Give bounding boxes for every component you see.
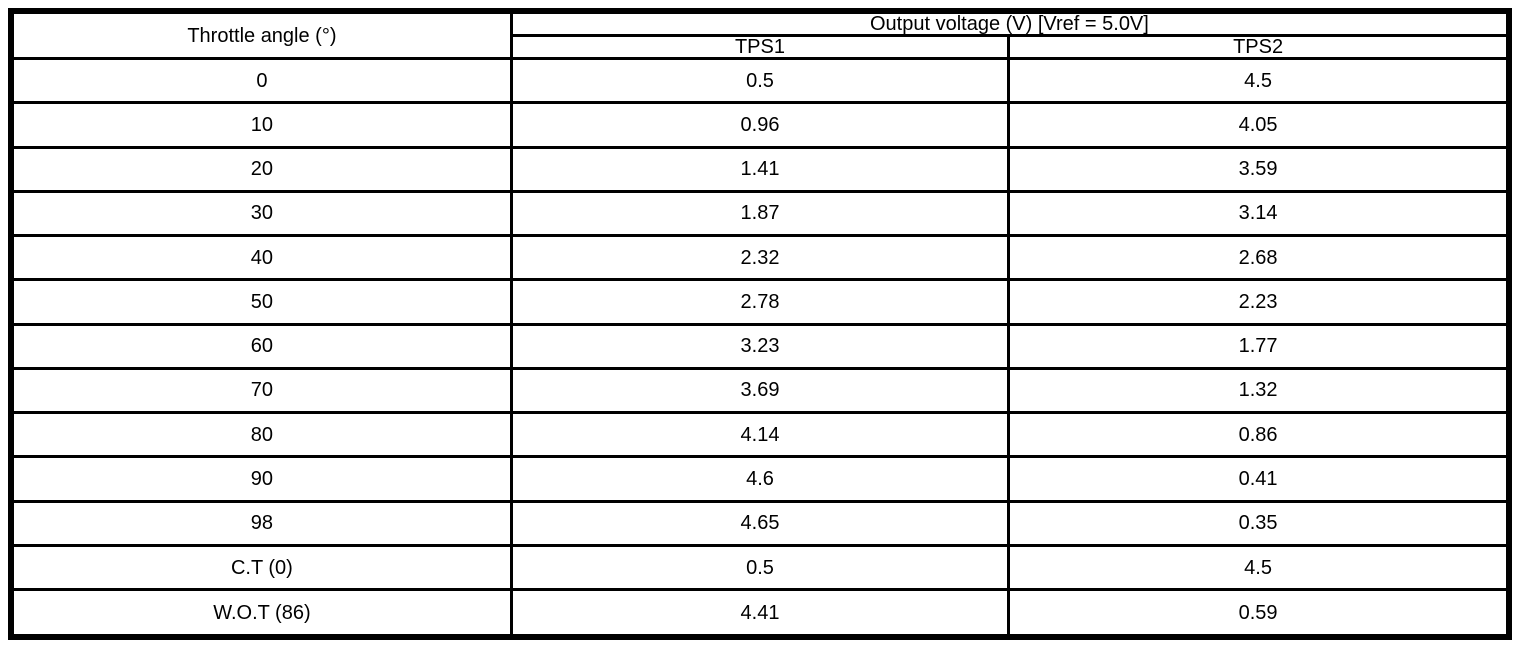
header-row-sub: TPS1 TPS2: [11, 34, 1511, 60]
throttle-tps-table-container: Throttle angle (°) Output voltage (V) [V…: [8, 8, 1512, 640]
throttle-angle-cell: 10: [9, 101, 513, 149]
tps2-column-header: TPS2: [1007, 34, 1511, 60]
tps1-value-cell: 3.69: [509, 366, 1011, 415]
throttle-angle-header: Throttle angle (°): [9, 9, 513, 60]
throttle-angle-cell: C.T (0): [9, 543, 513, 592]
throttle-angle-cell: 60: [9, 322, 513, 370]
table-row: 10 0.96 4.05: [9, 101, 1511, 149]
tps2-value-cell: 4.5: [1007, 56, 1511, 105]
throttle-angle-cell: 70: [9, 366, 513, 415]
tps1-column-header: TPS1: [509, 34, 1011, 60]
tps1-value-cell: 4.6: [509, 455, 1011, 503]
tps2-value-cell: 0.59: [1007, 588, 1511, 639]
table-row: W.O.T (86) 4.41 0.59: [9, 588, 1511, 639]
tps2-value-cell: 3.14: [1007, 189, 1511, 238]
tps2-value-cell: 0.41: [1007, 455, 1511, 503]
table-row: 98 4.65 0.35: [9, 499, 1511, 547]
table-row: 0 0.5 4.5: [9, 56, 1511, 105]
tps1-value-cell: 1.87: [509, 189, 1011, 238]
throttle-angle-cell: 0: [9, 56, 513, 105]
table-row: 40 2.32 2.68: [9, 234, 1511, 282]
tps1-value-cell: 2.78: [509, 278, 1011, 326]
tps2-value-cell: 0.86: [1007, 411, 1511, 459]
table-row: 60 3.23 1.77: [9, 322, 1511, 370]
tps1-value-cell: 3.23: [509, 322, 1011, 370]
tps2-value-cell: 1.32: [1007, 366, 1511, 415]
throttle-angle-cell: 90: [9, 455, 513, 503]
tps2-value-cell: 1.77: [1007, 322, 1511, 370]
tps2-value-cell: 4.05: [1007, 101, 1511, 149]
output-voltage-group-header: Output voltage (V) [Vref = 5.0V]: [509, 9, 1511, 37]
table-body: 0 0.5 4.5 10 0.96 4.05 20 1.41 3.59 30 1…: [9, 56, 1511, 639]
throttle-angle-cell: 98: [9, 499, 513, 547]
tps2-value-cell: 2.68: [1007, 234, 1511, 282]
tps2-value-cell: 3.59: [1007, 145, 1511, 193]
throttle-tps-table: Throttle angle (°) Output voltage (V) [V…: [8, 8, 1512, 640]
throttle-angle-cell: 80: [9, 411, 513, 459]
tps1-value-cell: 4.41: [509, 588, 1011, 639]
table-row: 70 3.69 1.32: [9, 366, 1511, 415]
tps2-value-cell: 4.5: [1007, 543, 1511, 592]
throttle-angle-cell: W.O.T (86): [9, 588, 513, 639]
table-row: 90 4.6 0.41: [9, 455, 1511, 503]
throttle-angle-cell: 20: [9, 145, 513, 193]
table-row: 80 4.14 0.86: [9, 411, 1511, 459]
tps1-value-cell: 0.96: [509, 101, 1011, 149]
tps1-value-cell: 4.14: [509, 411, 1011, 459]
header-row-group: Throttle angle (°) Output voltage (V) [V…: [9, 9, 1511, 60]
tps1-value-cell: 2.32: [509, 234, 1011, 282]
throttle-angle-cell: 30: [9, 189, 513, 238]
tps1-value-cell: 4.65: [509, 499, 1011, 547]
table-row: 50 2.78 2.23: [9, 278, 1511, 326]
table-header: Throttle angle (°) Output voltage (V) [V…: [9, 9, 1511, 60]
table-row: 30 1.87 3.14: [9, 189, 1511, 238]
tps2-value-cell: 2.23: [1007, 278, 1511, 326]
tps1-value-cell: 0.5: [509, 543, 1011, 592]
tps1-value-cell: 0.5: [509, 56, 1011, 105]
table-row: C.T (0) 0.5 4.5: [9, 543, 1511, 592]
table-row: 20 1.41 3.59: [9, 145, 1511, 193]
throttle-angle-cell: 40: [9, 234, 513, 282]
tps2-value-cell: 0.35: [1007, 499, 1511, 547]
throttle-angle-cell: 50: [9, 278, 513, 326]
tps1-value-cell: 1.41: [509, 145, 1011, 193]
